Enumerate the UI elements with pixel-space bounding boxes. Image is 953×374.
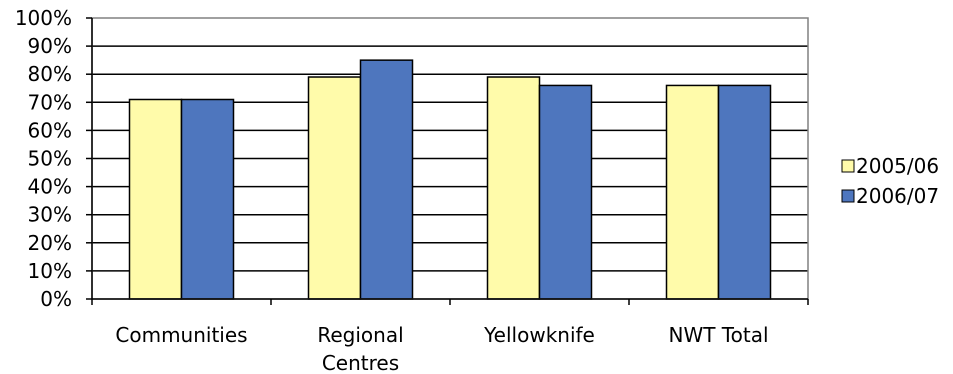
bar-2006-07-regional-centres [359,59,414,300]
bar-2005-06-communities [128,98,183,300]
bar-2006-07-yellowknife [538,84,593,300]
legend-label: 2005/06 [856,154,939,178]
y-tick-label: 100% [15,6,72,30]
legend-swatch [841,159,855,173]
x-category-label: Yellowknife [483,323,595,347]
x-category-label: Communities [115,323,247,347]
bar-2005-06-nwt-total [665,84,720,300]
y-tick-label: 80% [28,62,72,86]
category-labels: Communities Regional Centres Yellowknife NWT… [115,323,768,374]
legend-swatch [841,189,855,203]
legend: 2005/06 2006/07 [841,154,939,208]
bar-2006-07-nwt-total [717,84,772,300]
y-tick-label: 40% [28,175,72,199]
y-tick-label: 50% [28,147,72,171]
bars [128,59,772,300]
x-category-label: NWT Total [668,323,768,347]
y-tick-label: 70% [28,90,72,114]
y-tick-label: 20% [28,231,72,255]
y-tick-label: 0% [40,287,72,311]
bar-2005-06-regional-centres [307,76,362,300]
bar-2006-07-communities [180,98,235,300]
y-tick-label: 90% [28,34,72,58]
bar-2005-06-yellowknife [486,76,541,300]
legend-label: 2006/07 [856,184,939,208]
x-category-label: Regional Centres [317,323,403,374]
y-tick-label: 10% [28,259,72,283]
y-tick-label: 60% [28,118,72,142]
axes [86,17,809,305]
y-tick-label: 30% [28,203,72,227]
y-tick-labels: 0% 10% 20% 30% 40% 50% 60% 70% 80% 90% 100% [15,6,72,311]
